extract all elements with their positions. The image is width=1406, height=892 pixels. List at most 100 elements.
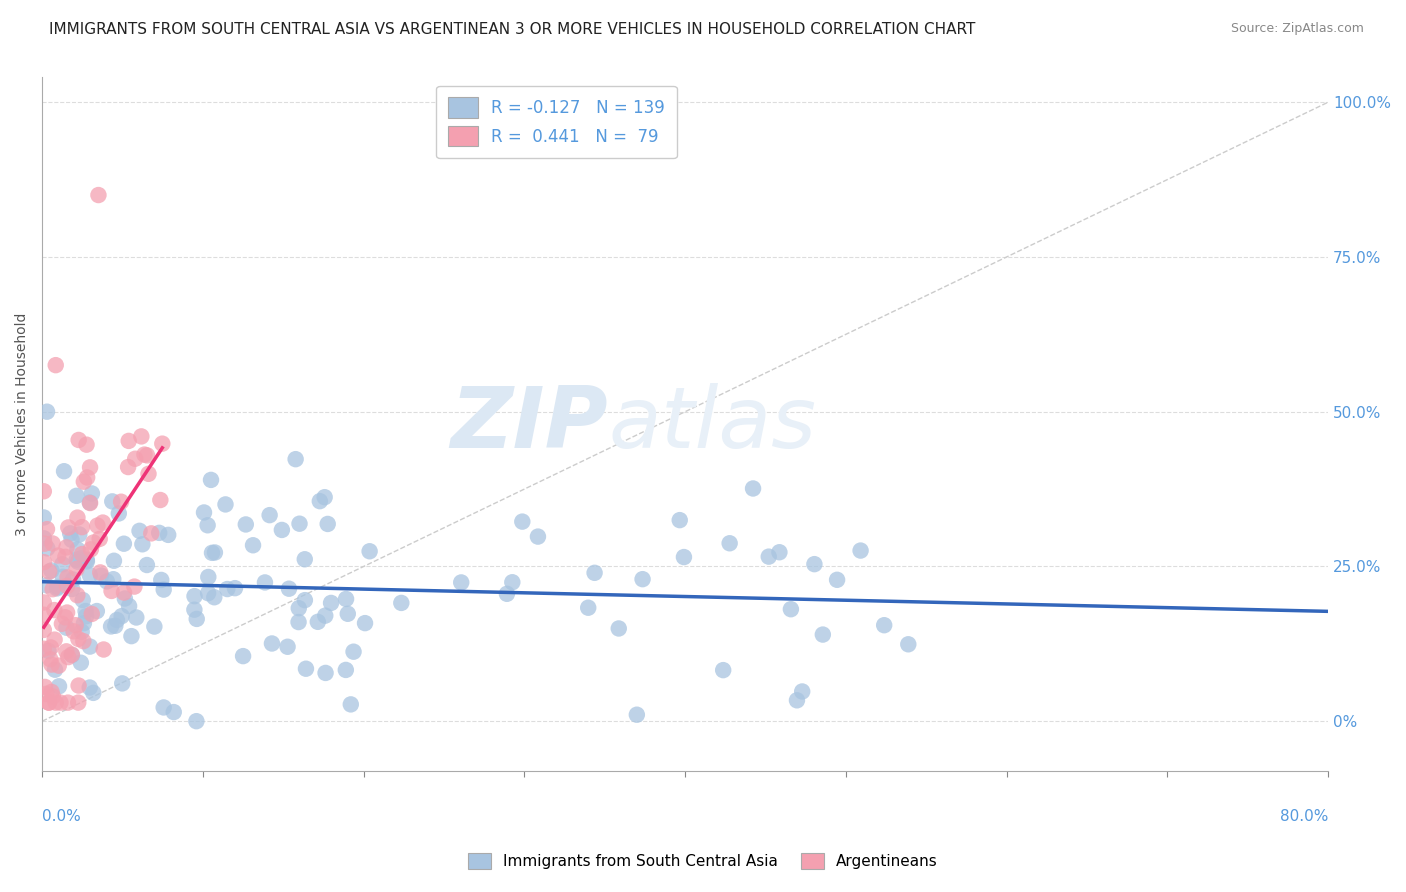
Point bbox=[125, 610, 148, 624]
Point bbox=[80, 607, 103, 621]
Point bbox=[825, 573, 848, 587]
Point bbox=[103, 554, 125, 568]
Point bbox=[315, 665, 337, 680]
Point bbox=[56, 570, 79, 584]
Point bbox=[45, 582, 67, 596]
Point bbox=[214, 497, 236, 511]
Point bbox=[41, 536, 63, 550]
Point bbox=[46, 549, 69, 563]
Point bbox=[70, 520, 93, 534]
Text: 0.0%: 0.0% bbox=[42, 809, 82, 824]
Point bbox=[112, 537, 135, 551]
Text: 80.0%: 80.0% bbox=[1279, 809, 1329, 824]
Point bbox=[201, 546, 224, 560]
Text: ZIP: ZIP bbox=[450, 383, 607, 466]
Point bbox=[76, 553, 98, 567]
Point bbox=[60, 582, 83, 596]
Point bbox=[75, 609, 97, 624]
Point bbox=[186, 612, 208, 626]
Point bbox=[58, 650, 80, 665]
Point bbox=[354, 616, 377, 631]
Point bbox=[204, 545, 226, 559]
Point bbox=[316, 516, 339, 531]
Point bbox=[70, 656, 93, 670]
Point bbox=[124, 451, 146, 466]
Point bbox=[49, 696, 72, 710]
Point bbox=[742, 482, 765, 496]
Point bbox=[792, 684, 814, 698]
Point bbox=[200, 473, 222, 487]
Y-axis label: 3 or more Vehicles in Household: 3 or more Vehicles in Household bbox=[15, 312, 30, 536]
Point bbox=[718, 536, 741, 550]
Point bbox=[510, 515, 533, 529]
Point bbox=[66, 588, 89, 602]
Point bbox=[217, 582, 239, 596]
Point bbox=[76, 438, 98, 452]
Point bbox=[758, 549, 780, 564]
Point bbox=[288, 516, 311, 531]
Point bbox=[114, 591, 136, 606]
Point bbox=[359, 544, 381, 558]
Point bbox=[34, 536, 56, 550]
Point bbox=[135, 558, 157, 572]
Point bbox=[32, 555, 55, 569]
Point bbox=[501, 575, 523, 590]
Point bbox=[38, 696, 60, 710]
Point bbox=[48, 679, 70, 693]
Point bbox=[65, 489, 87, 503]
Point bbox=[260, 636, 283, 650]
Point bbox=[118, 434, 141, 448]
Point bbox=[270, 523, 292, 537]
Point bbox=[120, 629, 142, 643]
Point bbox=[112, 585, 135, 599]
Point bbox=[82, 686, 104, 700]
Point bbox=[287, 601, 309, 615]
Point bbox=[35, 687, 58, 701]
Point bbox=[780, 602, 803, 616]
Point bbox=[111, 676, 134, 690]
Point bbox=[626, 707, 648, 722]
Point bbox=[51, 558, 73, 572]
Point bbox=[148, 525, 170, 540]
Point bbox=[37, 541, 59, 556]
Point bbox=[65, 562, 87, 576]
Point bbox=[65, 618, 87, 632]
Point bbox=[183, 603, 205, 617]
Point bbox=[131, 429, 153, 443]
Point bbox=[46, 580, 69, 594]
Point bbox=[32, 607, 55, 622]
Point bbox=[60, 648, 83, 662]
Point bbox=[32, 510, 55, 524]
Point bbox=[314, 608, 336, 623]
Point bbox=[35, 578, 58, 592]
Point bbox=[897, 637, 920, 651]
Point bbox=[73, 475, 96, 489]
Point bbox=[67, 696, 90, 710]
Point bbox=[53, 464, 76, 478]
Point bbox=[32, 595, 55, 609]
Point bbox=[72, 634, 94, 648]
Point bbox=[314, 490, 336, 504]
Point bbox=[278, 582, 301, 596]
Legend: R = -0.127   N = 139, R =  0.441   N =  79: R = -0.127 N = 139, R = 0.441 N = 79 bbox=[436, 86, 676, 158]
Point bbox=[183, 589, 205, 603]
Point bbox=[105, 613, 128, 627]
Point bbox=[58, 520, 80, 534]
Point bbox=[136, 449, 159, 463]
Point bbox=[56, 579, 79, 593]
Point bbox=[66, 542, 89, 557]
Point bbox=[39, 640, 62, 655]
Point bbox=[576, 600, 599, 615]
Point bbox=[41, 582, 63, 597]
Point bbox=[45, 696, 67, 710]
Point bbox=[79, 460, 101, 475]
Point bbox=[32, 623, 55, 637]
Point bbox=[70, 547, 93, 561]
Point bbox=[389, 596, 412, 610]
Point bbox=[35, 522, 58, 536]
Point bbox=[308, 494, 330, 508]
Point bbox=[284, 452, 307, 467]
Point bbox=[41, 564, 63, 578]
Point bbox=[60, 533, 83, 547]
Point bbox=[335, 591, 357, 606]
